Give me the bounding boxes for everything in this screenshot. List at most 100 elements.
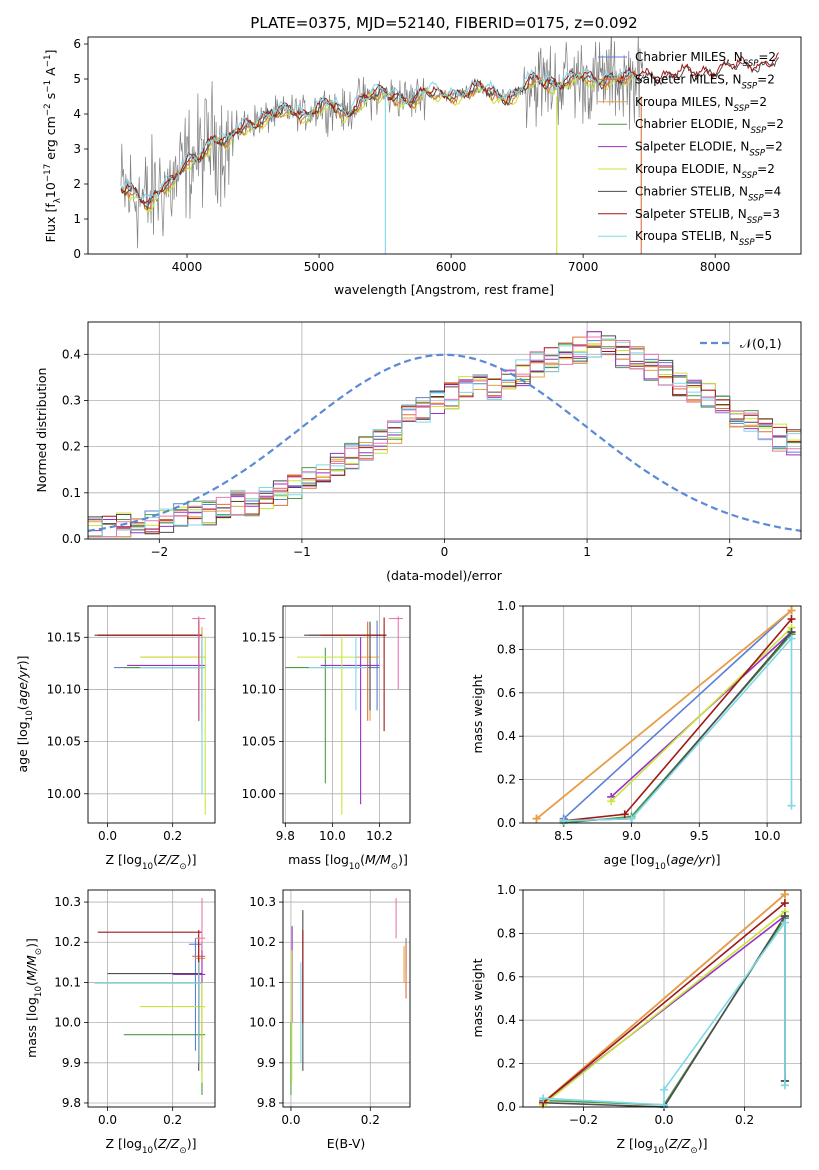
weight-point (539, 1094, 548, 1103)
spectrum-frame (87, 36, 802, 255)
ebv-xlabel: E(B-V) (327, 1136, 366, 1151)
age_vs_mass-plot (283, 606, 410, 823)
weight-line (542, 902, 786, 1104)
mass_vs_Z-ytick-label: 9.8 (62, 1096, 81, 1110)
mass_vs_ebv-ytick-label: 9.9 (257, 1056, 276, 1070)
residuals-xtick-label: −2 (150, 545, 168, 559)
age_vs_mass-ytick-label: 10.10 (242, 682, 276, 696)
legend-label: Kroupa MILES, NSSP=2 (635, 95, 767, 114)
massweight_vs_age-ytick-label: 0.0 (497, 816, 516, 830)
spectrum-xtick-label: 4000 (172, 260, 203, 274)
age_vs_mass-xtick-label: 9.8 (276, 829, 295, 843)
histogram-series (88, 336, 801, 539)
spectrum-xlabel: wavelength [Angstrom, rest frame] (334, 282, 554, 297)
massweight_vs_age-axes: 8.5 9.0 9.5 10.0 0.0 0.2 0.4 0.6 0.8 1.0 (497, 599, 781, 843)
mass_vs_ebv-xtick-label: 0.2 (361, 1113, 380, 1127)
massweight_vs_age-frame (522, 605, 802, 824)
spectrum-xtick-label: 6000 (436, 260, 467, 274)
age_vs_Z-axes: 0.0 0.2 10.00 10.05 10.10 10.15 (47, 630, 183, 843)
mass_vs_ebv-xtick-label: 0.0 (281, 1113, 300, 1127)
mass-ylabel: mass [log10(M/M⊙)] (24, 938, 44, 1058)
age_vs_mass-frame (282, 605, 411, 824)
weight-line (563, 636, 793, 822)
weight-ylabel-1: mass weight (470, 674, 485, 753)
weight-point (787, 615, 796, 624)
legend-label: 𝒩(0,1) (740, 336, 782, 351)
residuals-ytick-label: 0.4 (62, 347, 81, 361)
spectrum-ylabel: Flux [fλ10−17 erg cm−2 s−1 A−1] (43, 50, 63, 243)
age_vs_Z-xtick-label: 0.2 (163, 829, 182, 843)
spectrum-ytick-label: 6 (73, 37, 81, 51)
age_vs_Z-ytick-label: 10.10 (47, 682, 81, 696)
legend-label: Salpeter ELODIE, NSSP=2 (635, 140, 783, 159)
model-spectrum-line (120, 67, 637, 201)
massweight_vs_age-xtick-label: 8.5 (554, 829, 573, 843)
age_vs_Z-ytick-label: 10.15 (47, 630, 81, 644)
massweight_vs_age-ytick-label: 0.6 (497, 686, 516, 700)
weight-ylabel-2: mass weight (470, 958, 485, 1037)
age_vs_mass-ytick-label: 10.15 (242, 630, 276, 644)
massweight_vs_age-plot (523, 606, 801, 823)
spectrum-ytick-label: 4 (73, 107, 81, 121)
mass_vs_Z-frame (87, 889, 216, 1108)
z-xlabel-2: Z [log10(Z/Z⊙)] (106, 1136, 197, 1156)
spectrum-ytick-label: 3 (73, 142, 81, 156)
residuals-ytick-label: 0.1 (62, 486, 81, 500)
histogram-series (88, 335, 801, 539)
weight-point (787, 606, 796, 615)
weight-point (660, 1085, 669, 1094)
massweight_vs_Z-ytick-label: 0.2 (497, 1057, 516, 1071)
weight-line (610, 627, 793, 802)
weight-point (787, 801, 796, 810)
mass_vs_ebv-ytick-label: 10.1 (249, 975, 276, 989)
mass_vs_Z-ytick-label: 10.2 (54, 935, 81, 949)
weight-line (542, 893, 786, 1104)
legend-label: Chabrier ELODIE, NSSP=2 (635, 117, 784, 136)
massweight_vs_age-xtick-label: 9.0 (622, 829, 641, 843)
legend-label: Salpeter MILES, NSSP=2 (635, 72, 775, 91)
weight-line (563, 609, 793, 820)
residuals-xtick-label: 2 (726, 545, 734, 559)
histogram-series (88, 331, 801, 539)
residual-ylabel: Normed distribution (34, 368, 49, 493)
weight-point (780, 899, 789, 908)
mass_vs_Z-ytick-label: 10.3 (54, 895, 81, 909)
mass_vs_ebv-ytick-label: 10.0 (249, 1016, 276, 1030)
age_vs_mass-xtick-label: 10.0 (319, 829, 346, 843)
weight-point (607, 797, 616, 806)
weight-point (780, 1081, 789, 1090)
residual-xlabel: (data-model)/error (386, 568, 503, 583)
legend-label: Chabrier STELIB, NSSP=4 (635, 184, 781, 203)
mass_vs_ebv-frame (282, 889, 411, 1108)
age_vs_Z-ytick-label: 10.00 (47, 787, 81, 801)
model-spectrum-line (120, 69, 637, 211)
weight-point (780, 918, 789, 927)
weight-line (536, 609, 793, 820)
age_vs_Z-plot (88, 606, 215, 823)
massweight_vs_Z-ytick-label: 0.0 (497, 1100, 516, 1114)
mass_vs_Z-xtick-label: 0.2 (163, 1113, 182, 1127)
massweight_vs_age-xtick-label: 10.0 (754, 829, 781, 843)
mass-xlabel: mass [log10(M/M⊙)] (288, 852, 408, 872)
massweight_vs_Z-plot (523, 890, 801, 1107)
mass_vs_ebv-ytick-label: 9.8 (257, 1096, 276, 1110)
residuals-xtick-label: −1 (293, 545, 311, 559)
legend-label: Salpeter STELIB, NSSP=3 (635, 207, 780, 226)
spectrum-xtick-label: 7000 (568, 260, 599, 274)
spectrum-plot (120, 37, 780, 254)
spectrum-ytick-label: 1 (73, 212, 81, 226)
weight-point (787, 634, 796, 643)
massweight_vs_age-ytick-label: 1.0 (497, 599, 516, 613)
spectrum-xtick-label: 8000 (700, 260, 731, 274)
massweight_vs_age-ytick-label: 0.2 (497, 773, 516, 787)
age_vs_mass-ytick-label: 10.00 (242, 787, 276, 801)
spectrum-ytick-label: 2 (73, 177, 81, 191)
histogram-series (88, 340, 801, 539)
massweight_vs_Z-ytick-label: 0.6 (497, 970, 516, 984)
massweight_vs_age-xtick-label: 9.5 (690, 829, 709, 843)
data-spectrum-line (120, 37, 645, 249)
figure-title: PLATE=0375, MJD=52140, FIBERID=0175, z=0… (250, 14, 637, 32)
weight-point (627, 814, 636, 823)
mass_vs_ebv-axes: 0.0 0.2 9.8 9.9 10.0 10.1 10.2 10.3 (249, 895, 380, 1127)
massweight_vs_Z-xtick-label: −0.2 (569, 1113, 598, 1127)
